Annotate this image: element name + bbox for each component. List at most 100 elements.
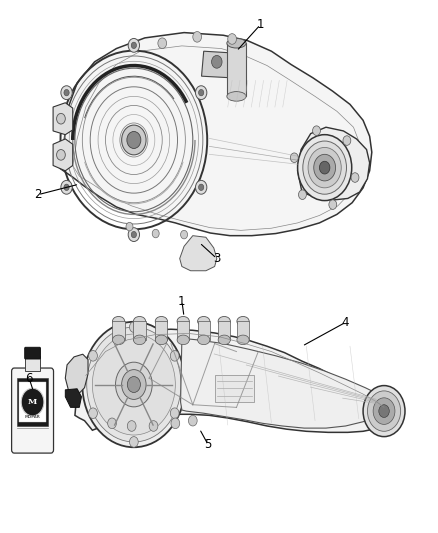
Text: 5: 5 (205, 438, 212, 451)
Circle shape (64, 90, 69, 96)
Circle shape (188, 415, 197, 426)
Circle shape (367, 391, 401, 431)
Circle shape (149, 421, 158, 431)
Circle shape (131, 42, 137, 49)
Bar (17, 378, 48, 426)
Circle shape (88, 408, 97, 418)
Circle shape (88, 351, 97, 361)
Text: 2: 2 (34, 188, 42, 201)
Circle shape (122, 125, 146, 155)
Polygon shape (180, 338, 385, 428)
Circle shape (130, 322, 138, 333)
Ellipse shape (134, 335, 146, 345)
Ellipse shape (177, 335, 189, 345)
Text: 6: 6 (25, 372, 33, 385)
Text: 3: 3 (213, 252, 220, 265)
Circle shape (61, 180, 72, 194)
Ellipse shape (227, 38, 246, 48)
Circle shape (329, 200, 337, 209)
Ellipse shape (113, 317, 125, 326)
Bar (227, 43, 246, 96)
Bar (113, 321, 125, 340)
Circle shape (314, 155, 336, 181)
Polygon shape (297, 127, 370, 200)
Circle shape (180, 230, 187, 239)
Circle shape (212, 55, 222, 68)
Bar (177, 321, 189, 340)
Circle shape (128, 38, 140, 52)
Circle shape (228, 34, 237, 44)
Circle shape (313, 126, 321, 135)
Bar (155, 321, 167, 340)
Polygon shape (53, 103, 73, 135)
Circle shape (195, 180, 207, 194)
Ellipse shape (198, 317, 210, 326)
Circle shape (116, 362, 152, 407)
Circle shape (198, 184, 204, 190)
Circle shape (64, 184, 69, 190)
Text: 1: 1 (178, 295, 186, 308)
Ellipse shape (218, 335, 230, 345)
Polygon shape (201, 51, 231, 78)
Polygon shape (53, 139, 73, 171)
Circle shape (152, 229, 159, 238)
FancyBboxPatch shape (12, 368, 53, 453)
Circle shape (87, 327, 181, 442)
Ellipse shape (155, 317, 167, 326)
Circle shape (57, 114, 65, 124)
Circle shape (130, 437, 138, 447)
Ellipse shape (198, 335, 210, 345)
Circle shape (379, 405, 389, 417)
Circle shape (193, 31, 201, 42)
Circle shape (198, 90, 204, 96)
Bar (198, 321, 210, 340)
Text: 1: 1 (257, 18, 264, 31)
Circle shape (195, 86, 207, 100)
Ellipse shape (237, 317, 249, 326)
Bar (218, 321, 230, 340)
Circle shape (351, 173, 359, 182)
Circle shape (290, 153, 298, 163)
Text: MOPAR: MOPAR (25, 415, 40, 419)
Circle shape (128, 228, 140, 241)
Ellipse shape (155, 335, 167, 345)
FancyBboxPatch shape (25, 348, 40, 359)
Circle shape (127, 421, 136, 431)
Circle shape (171, 418, 180, 429)
Polygon shape (65, 354, 88, 394)
Circle shape (170, 351, 179, 361)
Circle shape (82, 322, 185, 447)
Polygon shape (60, 33, 372, 236)
Circle shape (319, 161, 330, 174)
Ellipse shape (134, 317, 146, 326)
Circle shape (127, 132, 141, 149)
Polygon shape (65, 389, 81, 407)
Ellipse shape (227, 92, 246, 101)
Circle shape (131, 231, 137, 238)
Circle shape (373, 398, 395, 424)
Bar (215, 375, 254, 402)
Polygon shape (180, 236, 217, 271)
Ellipse shape (113, 335, 125, 345)
Ellipse shape (237, 335, 249, 345)
Circle shape (363, 385, 405, 437)
Circle shape (303, 141, 346, 194)
Circle shape (297, 135, 352, 200)
Circle shape (126, 222, 133, 231)
Circle shape (158, 38, 166, 49)
Circle shape (299, 190, 306, 199)
Circle shape (122, 369, 146, 399)
Polygon shape (75, 329, 390, 432)
Circle shape (108, 418, 117, 429)
Ellipse shape (218, 317, 230, 326)
Circle shape (343, 136, 351, 146)
Ellipse shape (177, 317, 189, 326)
Circle shape (61, 86, 72, 100)
Bar (237, 321, 249, 340)
Circle shape (308, 148, 341, 188)
Text: M: M (28, 398, 37, 406)
Circle shape (92, 334, 175, 435)
Bar (19, 382, 46, 422)
Text: 4: 4 (342, 316, 350, 329)
Circle shape (127, 376, 141, 392)
